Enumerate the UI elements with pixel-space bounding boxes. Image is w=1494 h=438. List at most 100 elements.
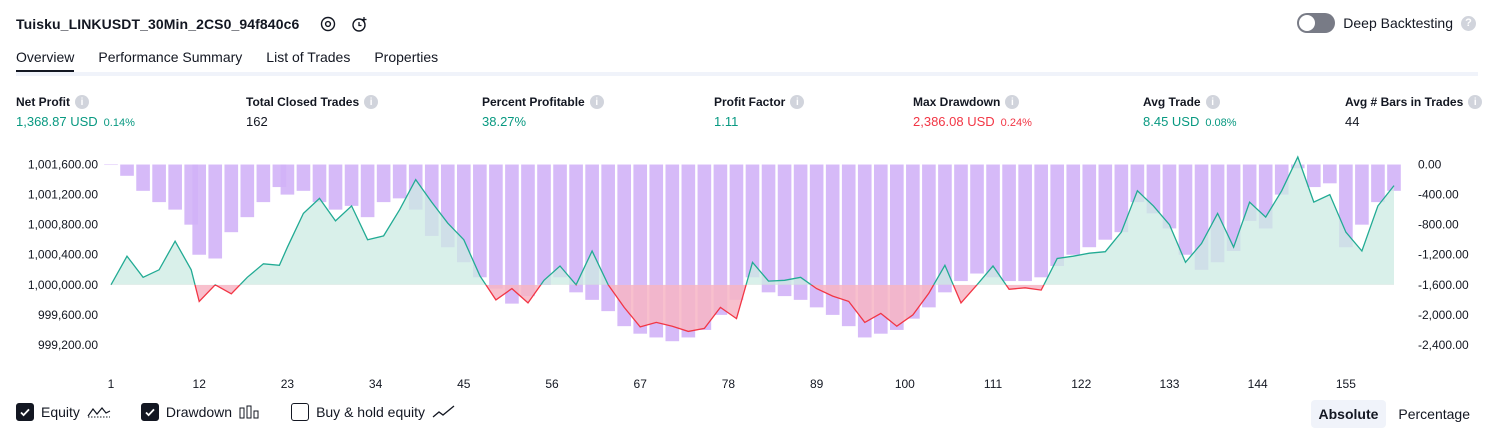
buy-hold-line-icon — [432, 405, 455, 418]
x-tick-label: 89 — [810, 377, 824, 391]
drawdown-bar — [505, 164, 519, 304]
drawdown-bar — [280, 164, 295, 195]
metric-total-closed-trades: Total Closed Trades i 162 — [246, 94, 379, 129]
metric-value: 2,386.08 USD — [913, 114, 995, 129]
drawdown-bar — [256, 164, 271, 203]
y-left-tick-label: 1,001,200.00 — [28, 188, 98, 202]
metric-net-profit: Net Profit i 1,368.87 USD 0.14% — [16, 94, 135, 129]
tab-bar: Overview Performance Summary List of Tra… — [16, 44, 438, 73]
equity-area-profit — [111, 157, 1394, 285]
drawdown-bar — [970, 164, 984, 274]
drawdown-bar — [761, 164, 776, 293]
drawdown-bar — [1323, 164, 1337, 184]
equity-checkbox[interactable] — [16, 403, 34, 421]
drawdown-bar — [986, 164, 1000, 278]
gear-icon[interactable] — [317, 13, 339, 35]
equity-chart[interactable]: 1,001,600.00 1,001,200.00 1,000,800.00 1,00… — [0, 140, 1494, 400]
drawdown-bar — [938, 164, 952, 293]
buy-hold-checkbox[interactable] — [291, 403, 310, 421]
percentage-button[interactable]: Percentage — [1398, 406, 1470, 422]
deep-backtesting-toggle[interactable] — [1297, 13, 1336, 33]
tab-list-of-trades[interactable]: List of Trades — [266, 49, 351, 65]
x-tick-label: 1 — [108, 377, 115, 391]
metric-avg-trade: Avg Trade i 8.45 USD 0.08% — [1143, 94, 1237, 129]
drawdown-bar — [376, 164, 391, 203]
drawdown-bar — [1355, 164, 1369, 225]
strategy-header: Tuisku_LINKUSDT_30Min_2CS0_94f840c6 — [16, 12, 371, 36]
legend-buy-hold[interactable]: Buy & hold equity — [291, 403, 456, 421]
equity-line-icon — [87, 407, 111, 418]
metric-value: 1,368.87 USD — [16, 114, 98, 129]
metric-label: Max Drawdown — [913, 95, 1001, 109]
x-tick-label: 144 — [1248, 377, 1268, 391]
info-icon[interactable]: i — [364, 95, 379, 109]
drawdown-bar — [1162, 164, 1177, 229]
drawdown-bar — [360, 164, 375, 218]
tab-properties[interactable]: Properties — [374, 49, 439, 65]
drawdown-bar — [1226, 164, 1241, 251]
drawdown-bar — [1146, 164, 1161, 214]
info-icon[interactable]: i — [1205, 95, 1220, 109]
drawdown-bar — [392, 164, 407, 199]
legend-drawdown[interactable]: Drawdown — [140, 403, 261, 421]
drawdown-bar — [1114, 164, 1129, 233]
info-icon[interactable]: i — [589, 95, 604, 109]
legend-buy-hold-label: Buy & hold equity — [316, 404, 426, 420]
info-icon[interactable]: i — [1468, 95, 1483, 109]
x-tick-label: 23 — [281, 377, 295, 391]
x-tick-label: 133 — [1159, 377, 1179, 391]
x-tick-label: 122 — [1071, 377, 1091, 391]
info-icon[interactable]: i — [790, 95, 805, 109]
drawdown-bar — [1050, 164, 1065, 267]
legend-equity[interactable]: Equity — [16, 403, 111, 421]
alarm-add-icon[interactable] — [349, 13, 371, 35]
y-left-tick-label: 1,000,800.00 — [28, 218, 98, 232]
drawdown-bar — [224, 164, 239, 233]
drawdown-bar — [312, 164, 327, 203]
metric-percent-profitable: Percent Profitable i 38.27% — [482, 94, 604, 129]
metric-percent: 0.24% — [1000, 117, 1032, 129]
absolute-button[interactable]: Absolute — [1310, 400, 1387, 428]
metric-value: 44 — [1345, 114, 1360, 129]
legend-drawdown-label: Drawdown — [165, 404, 233, 420]
x-tick-label: 45 — [457, 377, 471, 391]
metric-label: Net Profit — [16, 95, 70, 109]
x-tick-label: 78 — [722, 377, 736, 391]
metric-value: 38.27% — [482, 114, 527, 129]
equity-line-profit — [110, 155, 1395, 285]
y-right-tick-label: -800.00 — [1418, 218, 1459, 232]
drawdown-bar — [601, 164, 615, 312]
x-tick-label: 111 — [984, 377, 1003, 391]
drawdown-bar — [537, 164, 551, 285]
x-tick-label: 67 — [634, 377, 648, 391]
drawdown-bar — [1306, 164, 1321, 188]
tab-overview[interactable]: Overview — [16, 44, 75, 73]
drawdown-bar — [809, 164, 824, 308]
drawdown-checkbox[interactable] — [140, 403, 159, 421]
drawdown-bar — [344, 164, 359, 206]
drawdown-bar — [136, 164, 150, 191]
metric-label: Total Closed Trades — [246, 95, 360, 109]
metric-max-drawdown: Max Drawdown i 2,386.08 USD 0.24% — [913, 94, 1032, 129]
drawdown-bar — [1018, 164, 1032, 282]
drawdown-bar — [120, 164, 134, 176]
tabs-divider — [16, 72, 1478, 76]
metric-value: 162 — [246, 114, 268, 129]
drawdown-bar — [104, 164, 118, 166]
y-left-tick-label: 1,001,600.00 — [28, 158, 98, 172]
y-left-tick-label: 999,600.00 — [38, 308, 98, 322]
drawdown-bars-icon — [239, 405, 259, 419]
drawdown-bar — [553, 164, 567, 278]
help-icon[interactable]: ? — [1461, 15, 1476, 31]
legend-equity-label: Equity — [41, 404, 80, 420]
info-icon[interactable]: i — [75, 95, 89, 109]
drawdown-bar — [240, 164, 255, 218]
scale-mode-switch: Absolute Percentage — [1310, 400, 1479, 428]
drawdown-bar — [296, 164, 311, 191]
x-tick-label: 12 — [193, 377, 207, 391]
info-icon[interactable]: i — [1005, 95, 1020, 109]
drawdown-bar — [1371, 164, 1385, 203]
tab-performance-summary[interactable]: Performance Summary — [98, 49, 243, 65]
drawdown-bar — [1082, 164, 1097, 248]
drawdown-bar — [825, 164, 840, 315]
